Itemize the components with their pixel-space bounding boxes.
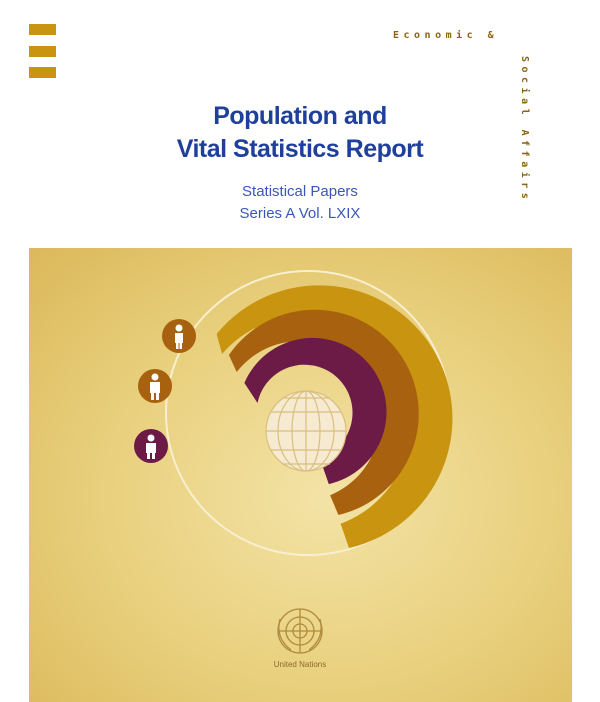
header-social-affairs-label: Social Affairs xyxy=(519,56,530,204)
cover-illustration xyxy=(134,270,453,654)
elderly-figure-icon xyxy=(134,429,168,463)
header-economic-label: Economic & xyxy=(393,30,499,41)
report-subtitle-line1: Statistical Papers xyxy=(242,183,358,200)
child-figure-icon xyxy=(162,319,196,353)
arc-purple xyxy=(244,337,387,485)
cover-illustration-panel xyxy=(29,248,572,702)
publisher-label: United Nations xyxy=(273,660,327,669)
un-emblem-icon xyxy=(277,608,323,654)
adult-figure-icon xyxy=(138,369,172,403)
report-series-label: Series A Vol. LXIX xyxy=(239,205,361,222)
header-stripe-2 xyxy=(29,46,56,57)
header-stripe-1 xyxy=(29,24,56,35)
header-stripe-3 xyxy=(29,67,56,78)
report-title-line1: Population and xyxy=(213,102,387,130)
globe-icon xyxy=(265,390,347,472)
report-title-line2: Vital Statistics Report xyxy=(176,135,424,163)
arc-brown xyxy=(228,309,419,515)
